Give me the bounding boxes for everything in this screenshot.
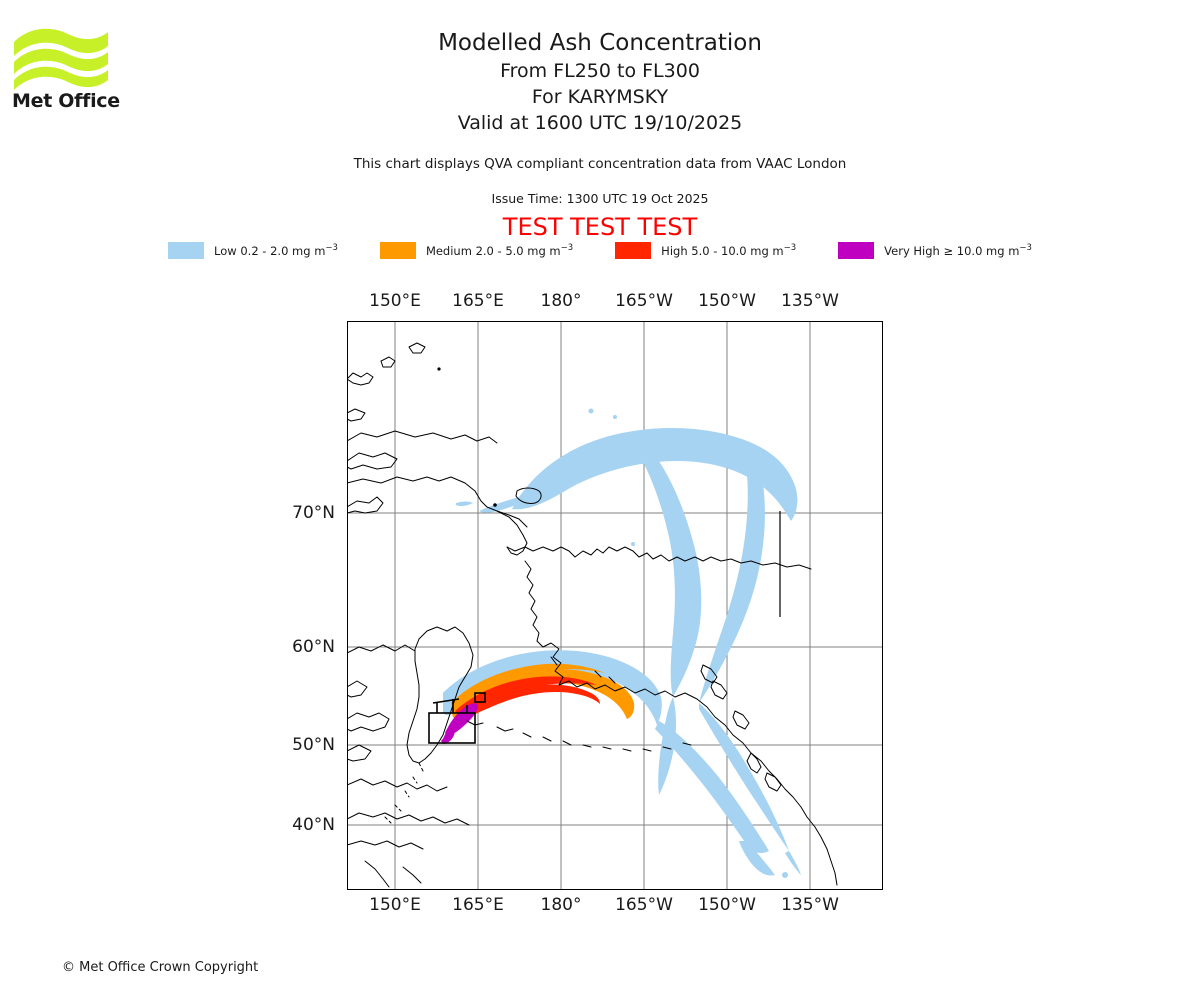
ash-plume-medium [451, 663, 635, 719]
copyright-notice: © Met Office Crown Copyright [62, 960, 259, 975]
x-tick-top-1: 165°E [452, 291, 504, 311]
x-tick-top-5: 135°W [781, 291, 839, 311]
qva-note: This chart displays QVA compliant concen… [353, 156, 847, 172]
met-office-logo [12, 24, 122, 114]
map-canvas [347, 321, 883, 890]
ash-plume-low [443, 408, 801, 878]
legend-label-low: Low 0.2 - 2.0 mg m−3 [214, 243, 338, 258]
legend-exponent-high: −3 [783, 243, 797, 254]
legend-swatch-low [168, 242, 205, 259]
x-tick-bottom-2: 180° [540, 895, 582, 915]
fir-boundary-overlay [428, 692, 486, 744]
map-frame [347, 321, 883, 890]
x-tick-top-4: 150°W [698, 291, 756, 311]
ash-concentration-map[interactable]: 150°E 165°E 180° 165°W 150°W 135°W 150°E… [292, 291, 883, 915]
ash-plume-very-high [441, 703, 479, 744]
y-tick-2: 50°N [292, 735, 335, 755]
y-tick-3: 40°N [292, 815, 335, 835]
legend-label-medium: Medium 2.0 - 5.0 mg m−3 [425, 243, 574, 258]
map-coastlines [347, 342, 838, 888]
legend-item-low: Low 0.2 - 2.0 mg m−3 [168, 242, 380, 259]
x-tick-bottom-0: 150°E [369, 895, 421, 915]
x-tick-bottom-5: 135°W [781, 895, 839, 915]
y-tick-1: 60°N [292, 637, 335, 657]
title-volcano: For KARYMSKY [531, 86, 669, 108]
x-tick-top-3: 165°W [615, 291, 673, 311]
legend-item-high: High 5.0 - 10.0 mg m−3 [615, 242, 838, 259]
legend-exponent-medium: −3 [560, 243, 574, 254]
legend-swatch-medium [379, 242, 416, 259]
x-tick-top-2: 180° [540, 291, 582, 311]
test-banner: TEST TEST TEST [502, 213, 698, 241]
x-tick-bottom-1: 165°E [452, 895, 504, 915]
met-office-wordmark: Met Office [12, 90, 120, 112]
legend-item-medium: Medium 2.0 - 5.0 mg m−3 [379, 242, 615, 259]
x-tick-top-0: 150°E [369, 291, 421, 311]
legend-swatch-high [615, 242, 652, 259]
page-title: Modelled Ash Concentration [438, 30, 762, 56]
x-tick-bottom-3: 165°W [615, 895, 673, 915]
legend-label-very-high: Very High ≥ 10.0 mg m−3 [884, 243, 1032, 258]
legend-swatch-very-high [838, 242, 875, 259]
legend-item-very-high: Very High ≥ 10.0 mg m−3 [838, 242, 1032, 259]
concentration-legend: Low 0.2 - 2.0 mg m−3 Medium 2.0 - 5.0 mg… [0, 242, 1200, 259]
legend-exponent-very-high: −3 [1019, 243, 1032, 254]
legend-label-high: High 5.0 - 10.0 mg m−3 [661, 243, 797, 258]
logo-waves [14, 28, 108, 90]
title-valid-time: Valid at 1600 UTC 19/10/2025 [457, 112, 743, 134]
y-tick-0: 70°N [292, 503, 335, 523]
issue-time: Issue Time: 1300 UTC 19 Oct 2025 [491, 191, 709, 206]
legend-exponent-low: −3 [325, 243, 338, 254]
ash-plume-high [455, 676, 600, 721]
chart-title-block: Modelled Ash Concentration From FL250 to… [0, 28, 1200, 136]
title-flight-level: From FL250 to FL300 [500, 60, 700, 82]
x-tick-bottom-4: 150°W [698, 895, 756, 915]
